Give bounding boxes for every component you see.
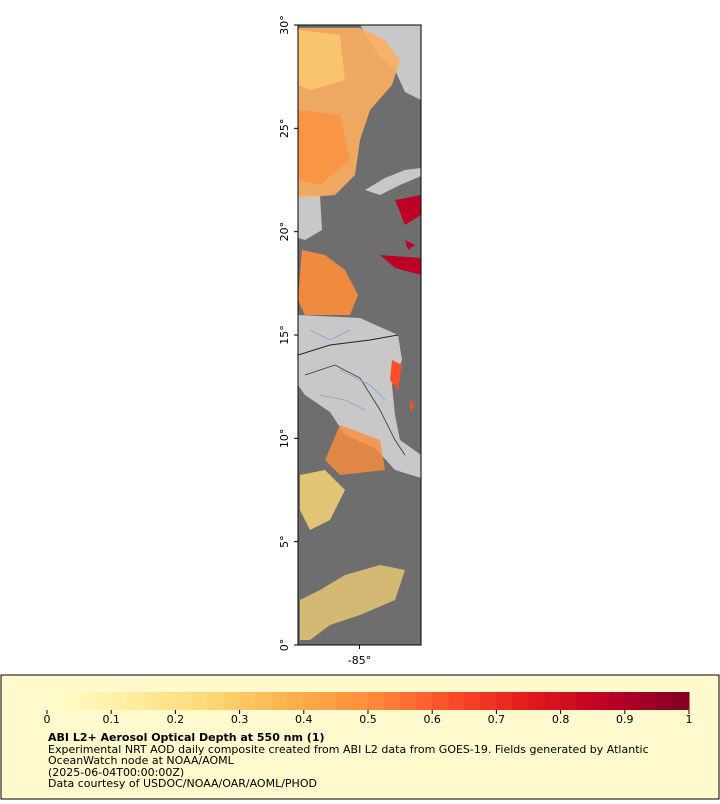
colorbar-segment — [111, 692, 128, 710]
colorbar-segment — [287, 692, 305, 710]
river — [309, 329, 386, 411]
colorbar-segment — [432, 692, 449, 710]
aerosol — [390, 360, 415, 412]
colorbar-tick-label: 0.9 — [616, 713, 634, 726]
colorbar-segment — [672, 692, 690, 710]
colorbar-tick-label: 0.8 — [552, 713, 570, 726]
colorbar-segment — [175, 692, 192, 710]
colorbar-tick-label: 0.5 — [359, 713, 377, 726]
lat-tick-label: 30° — [278, 15, 291, 35]
colorbar-segment — [416, 692, 433, 710]
colorbar-tick-label: 0 — [44, 713, 51, 726]
colorbar-segment — [448, 692, 465, 710]
lat-tick-label: 0° — [278, 639, 291, 652]
colorbar-segment — [464, 692, 481, 710]
colorbar-segment — [400, 692, 417, 710]
lat-tick-label: 5° — [278, 535, 291, 548]
colorbar-segment — [191, 692, 208, 710]
colorbar-segment — [303, 692, 321, 710]
lat-tick-label: 20° — [278, 222, 291, 242]
colorbar-segment — [560, 692, 578, 710]
caption-line: Experimental NRT AOD daily composite cre… — [48, 743, 649, 756]
colorbar-tick-label: 0.6 — [423, 713, 441, 726]
aerosol — [300, 470, 345, 530]
colorbar-segment — [640, 692, 658, 710]
lat-tick-label: 25° — [278, 119, 291, 139]
lon-tick-label: -85° — [348, 654, 371, 667]
caption-line: OceanWatch node at NOAA/AOML — [48, 754, 235, 767]
colorbar-segment — [79, 692, 96, 710]
border — [304, 364, 406, 456]
colorbar-segment — [271, 692, 289, 710]
colorbar-segment — [239, 692, 257, 710]
colorbar-segment — [624, 692, 642, 710]
land — [365, 168, 421, 195]
colorbar-tick-label: 0.2 — [167, 713, 185, 726]
colorbar-segment — [95, 692, 112, 710]
border — [298, 334, 399, 356]
lat-tick-label: 15° — [278, 325, 291, 345]
colorbar-tick-label: 0.3 — [231, 713, 249, 726]
colorbar-segment — [127, 692, 144, 710]
colorbar-segment — [592, 692, 610, 710]
colorbar-segment — [335, 692, 353, 710]
caption-line: (2025-06-04T00:00:00Z) — [48, 766, 184, 779]
colorbar-tick-label: 0.4 — [295, 713, 313, 726]
colorbar-segment — [223, 692, 241, 710]
colorbar-segment — [255, 692, 273, 710]
colorbar-segment — [63, 692, 80, 710]
colorbar-segment — [576, 692, 594, 710]
colorbar-segment — [207, 692, 225, 710]
colorbar-segment — [544, 692, 562, 710]
caption-line: Data courtesy of USDOC/NOAA/OAR/AOML/PHO… — [48, 777, 317, 790]
aerosol — [300, 565, 405, 640]
colorbar-segment — [496, 692, 513, 710]
colorbar-segment — [656, 692, 674, 710]
caption-title: ABI L2+ Aerosol Optical Depth at 550 nm … — [48, 731, 325, 744]
colorbar-segment — [143, 692, 160, 710]
colorbar-tick-label: 1 — [686, 713, 693, 726]
map — [298, 25, 421, 645]
aerosol — [325, 425, 385, 475]
colorbar-tick-label: 0.1 — [102, 713, 120, 726]
colorbar-segment — [384, 692, 401, 710]
aerosol — [298, 30, 345, 90]
aerosol — [380, 195, 421, 275]
colorbar-tick-label: 0.7 — [488, 713, 506, 726]
colorbar-segment — [512, 692, 529, 710]
colorbar-segment — [480, 692, 497, 710]
colorbar-segment — [368, 692, 385, 710]
land — [298, 315, 421, 478]
colorbar-segment — [159, 692, 176, 710]
colorbar-segment — [528, 692, 546, 710]
lat-tick-label: 10° — [278, 429, 291, 449]
land — [298, 195, 322, 240]
colorbar-segment — [47, 692, 64, 710]
colorbar-segment — [351, 692, 369, 710]
colorbar-segment — [608, 692, 626, 710]
colorbar-segment — [319, 692, 337, 710]
aerosol — [298, 250, 358, 315]
aerosol — [298, 110, 350, 185]
